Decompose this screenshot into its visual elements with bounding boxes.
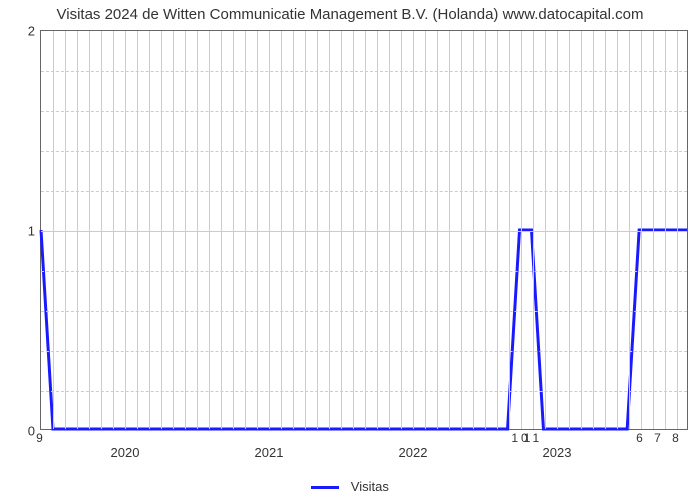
gridline-v xyxy=(437,31,438,429)
gridline-v xyxy=(389,31,390,429)
x-data-label: 11 xyxy=(524,431,542,445)
gridline-v xyxy=(173,31,174,429)
gridline-h-minor xyxy=(41,151,687,152)
gridline-h xyxy=(41,231,687,232)
x-tick-year-label: 2022 xyxy=(399,445,428,460)
gridline-v xyxy=(113,31,114,429)
gridline-v xyxy=(449,31,450,429)
gridline-v xyxy=(353,31,354,429)
gridline-v xyxy=(125,31,126,429)
gridline-v xyxy=(485,31,486,429)
gridline-v xyxy=(185,31,186,429)
x-data-label: 9 xyxy=(36,431,46,445)
gridline-h-minor xyxy=(41,71,687,72)
gridline-v xyxy=(89,31,90,429)
gridline-v xyxy=(329,31,330,429)
gridline-v xyxy=(605,31,606,429)
gridline-v xyxy=(497,31,498,429)
plot-area: 012202020212022202391011678 xyxy=(40,30,688,430)
gridline-h-minor xyxy=(41,191,687,192)
gridline-v xyxy=(293,31,294,429)
gridline-v xyxy=(209,31,210,429)
y-tick-label: 2 xyxy=(28,24,35,39)
gridline-v xyxy=(317,31,318,429)
gridline-v xyxy=(341,31,342,429)
gridline-v xyxy=(269,31,270,429)
gridline-v xyxy=(65,31,66,429)
gridline-v xyxy=(629,31,630,429)
y-tick-label: 1 xyxy=(28,224,35,239)
gridline-v xyxy=(569,31,570,429)
gridline-v xyxy=(221,31,222,429)
x-tick-year-label: 2021 xyxy=(255,445,284,460)
gridline-v xyxy=(365,31,366,429)
gridline-v xyxy=(257,31,258,429)
x-tick-year-label: 2020 xyxy=(111,445,140,460)
gridline-v xyxy=(653,31,654,429)
gridline-v xyxy=(509,31,510,429)
gridline-v xyxy=(197,31,198,429)
gridline-v xyxy=(677,31,678,429)
gridline-v xyxy=(149,31,150,429)
gridline-h-minor xyxy=(41,391,687,392)
gridline-v xyxy=(617,31,618,429)
gridline-v xyxy=(101,31,102,429)
gridline-v xyxy=(593,31,594,429)
gridline-v xyxy=(641,31,642,429)
legend-label: Visitas xyxy=(351,479,389,494)
gridline-v xyxy=(245,31,246,429)
gridline-v xyxy=(233,31,234,429)
gridline-v xyxy=(413,31,414,429)
gridline-v xyxy=(161,31,162,429)
gridline-v xyxy=(281,31,282,429)
chart-title: Visitas 2024 de Witten Communicatie Mana… xyxy=(0,6,700,23)
gridline-h-minor xyxy=(41,111,687,112)
gridline-v xyxy=(377,31,378,429)
x-data-label: 6 xyxy=(636,431,646,445)
gridline-v xyxy=(425,31,426,429)
y-tick-label: 0 xyxy=(28,424,35,439)
gridline-v xyxy=(461,31,462,429)
gridline-v xyxy=(137,31,138,429)
gridline-h-minor xyxy=(41,311,687,312)
gridline-v xyxy=(473,31,474,429)
gridline-v xyxy=(53,31,54,429)
chart-container: Visitas 2024 de Witten Communicatie Mana… xyxy=(0,0,700,500)
gridline-v xyxy=(305,31,306,429)
x-tick-year-label: 2023 xyxy=(543,445,572,460)
gridline-v xyxy=(665,31,666,429)
gridline-h-minor xyxy=(41,351,687,352)
gridline-v xyxy=(545,31,546,429)
gridline-h-minor xyxy=(41,271,687,272)
x-data-label: 8 xyxy=(672,431,682,445)
legend: Visitas xyxy=(0,479,700,494)
x-data-label: 7 xyxy=(654,431,664,445)
gridline-v xyxy=(581,31,582,429)
legend-swatch xyxy=(311,486,339,489)
gridline-v xyxy=(77,31,78,429)
gridline-v xyxy=(521,31,522,429)
gridline-v xyxy=(401,31,402,429)
gridline-v xyxy=(533,31,534,429)
gridline-v xyxy=(557,31,558,429)
